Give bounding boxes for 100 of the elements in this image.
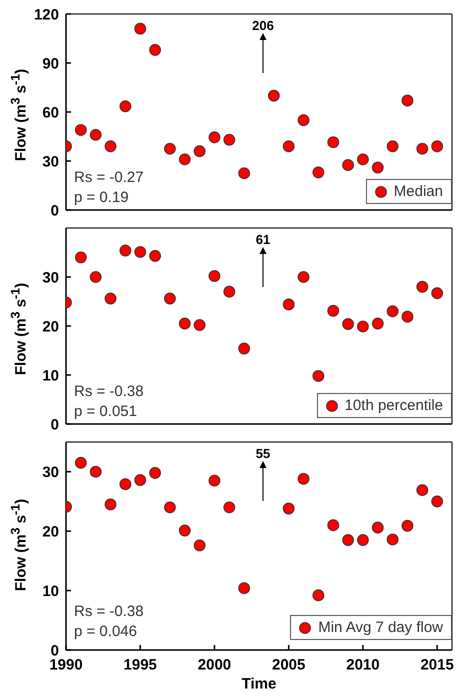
point [402,310,414,323]
point [282,502,295,514]
y-tick-label: 30 [42,269,59,286]
point [282,140,295,152]
point [357,320,369,332]
annotation: 55 [256,446,270,461]
annotation: Rs = -0.38 [74,602,144,622]
point [431,496,444,508]
point [223,501,236,514]
point [119,100,132,112]
point [164,501,176,514]
y-tick-label: 10 [42,582,59,600]
point [238,582,250,594]
point [90,466,102,478]
y-tick-label: 120 [34,6,59,24]
point [119,478,132,490]
point [134,22,146,35]
point [178,524,191,536]
point [74,124,87,136]
point [402,520,414,532]
point [74,456,87,469]
point [178,318,191,330]
point [208,131,220,144]
annotation: Rs = -0.27 [74,168,144,188]
point [194,319,206,331]
point [282,298,295,310]
legend-label: Median [394,183,443,200]
point [104,498,116,510]
point [268,90,280,102]
point [327,136,340,148]
point [372,162,384,174]
point [223,286,236,298]
point [208,474,220,487]
point [164,292,176,304]
point [164,142,176,155]
point [416,142,428,155]
point [402,94,414,106]
point [149,250,161,262]
annotation: p = 0.046 [74,622,138,642]
x-tick-label: 1990 [49,656,83,674]
point [312,370,324,382]
point [194,145,206,158]
point [386,534,399,546]
point [372,522,384,534]
point [134,246,146,258]
point [357,153,369,166]
annotation: p = 0.051 [74,402,138,422]
point [342,534,354,546]
point [298,114,310,126]
y-tick-label: 30 [42,153,59,170]
y-tick-label: 0 [50,642,59,660]
point [298,472,310,485]
point [194,540,206,552]
x-axis-title: Time [242,676,276,693]
point [74,252,87,264]
point [342,159,354,171]
point [386,305,399,318]
point [90,128,102,141]
legend-label: 10th percentile [344,397,443,414]
x-tick-label: 2005 [272,656,306,674]
point [416,484,428,496]
point [238,342,250,354]
legend-label: Min Avg 7 day flow [318,619,443,636]
point [298,271,310,283]
point [134,474,146,486]
point [416,280,428,293]
point [104,292,116,304]
y-tick-label: 60 [42,104,59,122]
point [386,140,399,152]
y-tick-label: 20 [42,523,59,540]
annotation: 61 [256,232,270,247]
point [327,519,340,532]
y-tick-label: 30 [42,464,59,482]
x-tick-label: 2015 [420,656,454,674]
annotation: Rs = -0.38 [74,382,144,402]
point [357,534,369,546]
y-tick-label: 0 [50,202,59,220]
point [119,244,132,256]
point [431,140,444,152]
point [327,304,340,317]
y-tick-label: 90 [42,55,59,72]
point [104,140,116,152]
point [431,287,444,300]
point [372,318,384,330]
point [149,467,161,479]
y-tick-label: 10 [42,367,59,384]
point [223,134,236,146]
x-tick-label: 1995 [124,656,157,674]
point [238,167,250,180]
x-tick-label: 2010 [346,656,380,674]
y-tick-label: 20 [42,318,59,336]
annotation: 206 [252,18,274,33]
point [312,589,324,602]
annotation: p = 0.19 [74,188,130,208]
point [312,166,324,178]
y-tick-label: 0 [50,416,59,434]
point [208,270,220,282]
x-tick-label: 2000 [198,656,232,674]
point [149,44,161,56]
point [178,153,191,166]
